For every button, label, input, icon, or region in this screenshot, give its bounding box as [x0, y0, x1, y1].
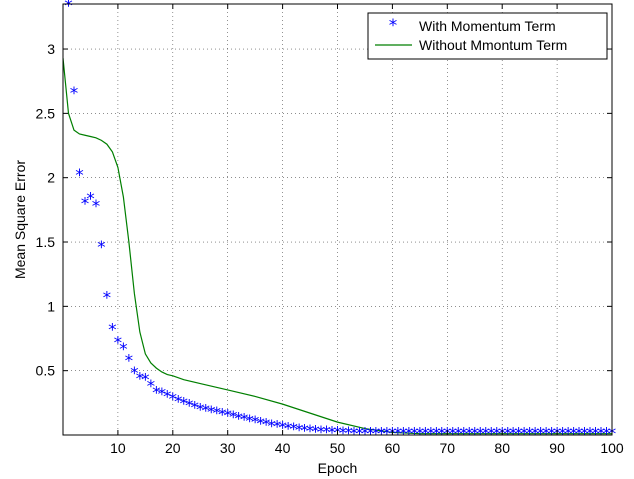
- data-point-with-momentum: *: [311, 422, 320, 442]
- data-point-with-momentum: *: [191, 398, 200, 418]
- data-point-with-momentum: *: [289, 420, 298, 440]
- data-point-with-momentum: *: [350, 424, 359, 444]
- y-tick-label: 0.5: [36, 363, 56, 379]
- x-axis-label: Epoch: [318, 460, 358, 476]
- data-point-with-momentum: *: [317, 423, 326, 443]
- x-tick-label: 60: [385, 440, 401, 456]
- data-point-with-momentum: *: [114, 333, 123, 353]
- data-point-with-momentum: *: [273, 418, 282, 438]
- data-point-with-momentum: *: [196, 400, 205, 420]
- data-point-with-momentum: *: [328, 423, 337, 443]
- legend-box: [367, 12, 608, 60]
- y-tick-label: 2: [47, 170, 55, 186]
- data-point-with-momentum: *: [185, 396, 194, 416]
- data-point-with-momentum: *: [251, 413, 260, 433]
- data-point-with-momentum: *: [223, 407, 232, 427]
- data-point-with-momentum: *: [300, 421, 309, 441]
- x-tick-label: 100: [600, 440, 624, 456]
- data-point-with-momentum: *: [81, 194, 90, 214]
- data-point-with-momentum: *: [234, 409, 243, 429]
- data-point-with-momentum: *: [218, 405, 227, 425]
- legend: * With Momentum Term Without Mmontum Ter…: [367, 12, 608, 60]
- data-point-with-momentum: *: [108, 321, 117, 341]
- data-point-with-momentum: *: [284, 420, 293, 440]
- data-point-with-momentum: *: [267, 417, 276, 437]
- data-point-with-momentum: *: [278, 418, 287, 438]
- data-point-with-momentum: *: [207, 403, 216, 423]
- data-point-with-momentum: *: [245, 412, 254, 432]
- data-point-with-momentum: *: [97, 238, 106, 258]
- series-line-without-momentum: [63, 57, 612, 435]
- data-point-with-momentum: *: [240, 411, 249, 431]
- legend-marker-momentum: *: [389, 16, 398, 36]
- legend-label-momentum: With Momentum Term: [419, 18, 556, 34]
- data-point-with-momentum: *: [141, 371, 150, 391]
- data-point-with-momentum: *: [169, 390, 178, 410]
- data-point-with-momentum: *: [212, 404, 221, 424]
- data-point-with-momentum: *: [295, 421, 304, 441]
- data-point-with-momentum: *: [229, 408, 238, 428]
- y-tick-label: 1.5: [36, 234, 56, 250]
- data-point-with-momentum: *: [136, 369, 145, 389]
- legend-label-no-momentum: Without Mmontum Term: [419, 37, 567, 53]
- data-point-with-momentum: *: [322, 423, 331, 443]
- ticks: [63, 4, 613, 435]
- data-point-with-momentum: *: [158, 385, 167, 405]
- data-point-with-momentum: *: [174, 393, 183, 413]
- series-layer: ****************************************…: [63, 0, 616, 445]
- x-tick-label: 90: [549, 440, 565, 456]
- y-tick-label: 3: [47, 41, 55, 57]
- data-point-with-momentum: *: [119, 340, 128, 360]
- data-point-with-momentum: *: [86, 189, 95, 209]
- data-point-with-momentum: *: [256, 414, 265, 434]
- tick-labels: 10 20 30 40 50 60 70 80 90 100 0.5 1 1.5 2 2.5 3: [36, 41, 624, 456]
- data-point-with-momentum: *: [64, 0, 73, 16]
- data-point-with-momentum: *: [262, 416, 271, 436]
- x-tick-label: 70: [440, 440, 456, 456]
- data-point-with-momentum: *: [180, 394, 189, 414]
- data-point-with-momentum: *: [75, 166, 84, 186]
- data-point-with-momentum: *: [344, 424, 353, 444]
- data-point-with-momentum: *: [130, 364, 139, 384]
- data-point-with-momentum: *: [201, 402, 210, 422]
- y-axis-label: Mean Square Error: [12, 160, 28, 279]
- data-point-with-momentum: *: [70, 84, 79, 104]
- x-tick-label: 40: [275, 440, 291, 456]
- data-point-with-momentum: *: [306, 422, 315, 442]
- data-point-with-momentum: *: [163, 387, 172, 407]
- data-point-with-momentum: *: [147, 377, 156, 397]
- data-point-with-momentum: *: [339, 424, 348, 444]
- data-point-with-momentum: *: [125, 351, 134, 371]
- data-point-with-momentum: *: [92, 197, 101, 217]
- data-point-with-momentum: *: [152, 384, 161, 404]
- y-tick-label: 1: [47, 298, 55, 314]
- x-tick-label: 50: [330, 440, 346, 456]
- x-tick-label: 10: [110, 440, 126, 456]
- y-tick-label: 2.5: [36, 105, 56, 121]
- x-tick-label: 20: [165, 440, 181, 456]
- x-tick-label: 80: [494, 440, 510, 456]
- x-tick-label: 30: [220, 440, 236, 456]
- data-point-with-momentum: *: [103, 288, 112, 308]
